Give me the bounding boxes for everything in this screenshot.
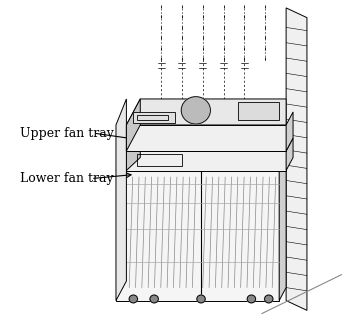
Polygon shape xyxy=(126,99,286,125)
Polygon shape xyxy=(116,171,279,300)
Polygon shape xyxy=(116,151,286,171)
Polygon shape xyxy=(126,99,140,151)
Polygon shape xyxy=(126,138,286,151)
Polygon shape xyxy=(133,112,175,123)
Polygon shape xyxy=(238,102,279,120)
Polygon shape xyxy=(286,112,293,151)
Circle shape xyxy=(265,295,273,303)
Circle shape xyxy=(129,295,138,303)
Polygon shape xyxy=(286,138,293,171)
Circle shape xyxy=(247,295,256,303)
Circle shape xyxy=(150,295,158,303)
Text: Lower fan tray: Lower fan tray xyxy=(21,172,114,185)
Polygon shape xyxy=(126,151,286,171)
Circle shape xyxy=(197,295,205,303)
Polygon shape xyxy=(279,151,286,300)
Polygon shape xyxy=(126,138,140,171)
Text: Upper fan tray: Upper fan tray xyxy=(21,127,114,140)
Polygon shape xyxy=(126,125,286,151)
Polygon shape xyxy=(286,8,307,310)
Circle shape xyxy=(181,97,210,124)
Polygon shape xyxy=(116,99,126,300)
